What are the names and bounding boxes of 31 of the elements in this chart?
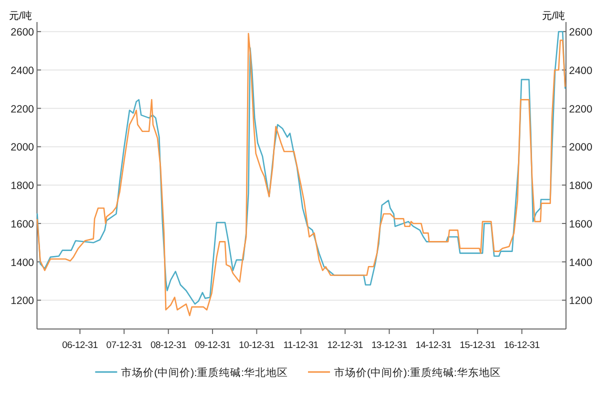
y2-tick-label: 1200 <box>569 295 593 308</box>
x-tick-label: 13-12-31 <box>371 340 408 351</box>
y2-tick-label: 2400 <box>569 64 593 77</box>
y-tick-label: 1200 <box>10 295 34 308</box>
y-tick-label: 1600 <box>10 218 34 230</box>
x-tick-label: 16-12-31 <box>504 340 540 351</box>
y-tick-label: 1800 <box>10 180 34 192</box>
y-tick-label: 1400 <box>10 256 34 269</box>
x-tick-label: 11-12-31 <box>283 340 318 351</box>
y-tick-label: 2400 <box>10 64 34 77</box>
y2-tick-label: 2000 <box>569 142 593 154</box>
x-tick-label: 08-12-31 <box>150 340 186 351</box>
x-tick-label: 14-12-31 <box>416 340 452 351</box>
y-axis-title: 元/吨 <box>9 10 32 22</box>
y-tick-label: 2600 <box>10 26 34 39</box>
x-tick-label: 09-12-31 <box>194 340 230 351</box>
y-tick-label: 2000 <box>10 142 34 154</box>
y2-tick-label: 2200 <box>569 103 593 116</box>
x-tick-label: 15-12-31 <box>460 340 496 351</box>
x-tick-label: 12-12-31 <box>327 340 363 351</box>
y2-tick-label: 1800 <box>569 180 593 192</box>
y2-axis-title: 元/吨 <box>542 10 565 22</box>
x-tick-label: 06-12-31 <box>62 340 98 351</box>
x-tick-label: 10-12-31 <box>238 340 275 351</box>
y2-tick-label: 2600 <box>569 26 593 39</box>
y-tick-label: 2200 <box>10 103 34 116</box>
y2-tick-label: 1400 <box>569 256 593 269</box>
legend-label: 市场价(中间价):重质纯碱:华东地区 <box>334 366 501 379</box>
legend-label: 市场价(中间价):重质纯碱:华北地区 <box>121 366 288 379</box>
x-tick-label: 07-12-31 <box>106 340 142 351</box>
y2-tick-label: 1600 <box>569 218 593 230</box>
